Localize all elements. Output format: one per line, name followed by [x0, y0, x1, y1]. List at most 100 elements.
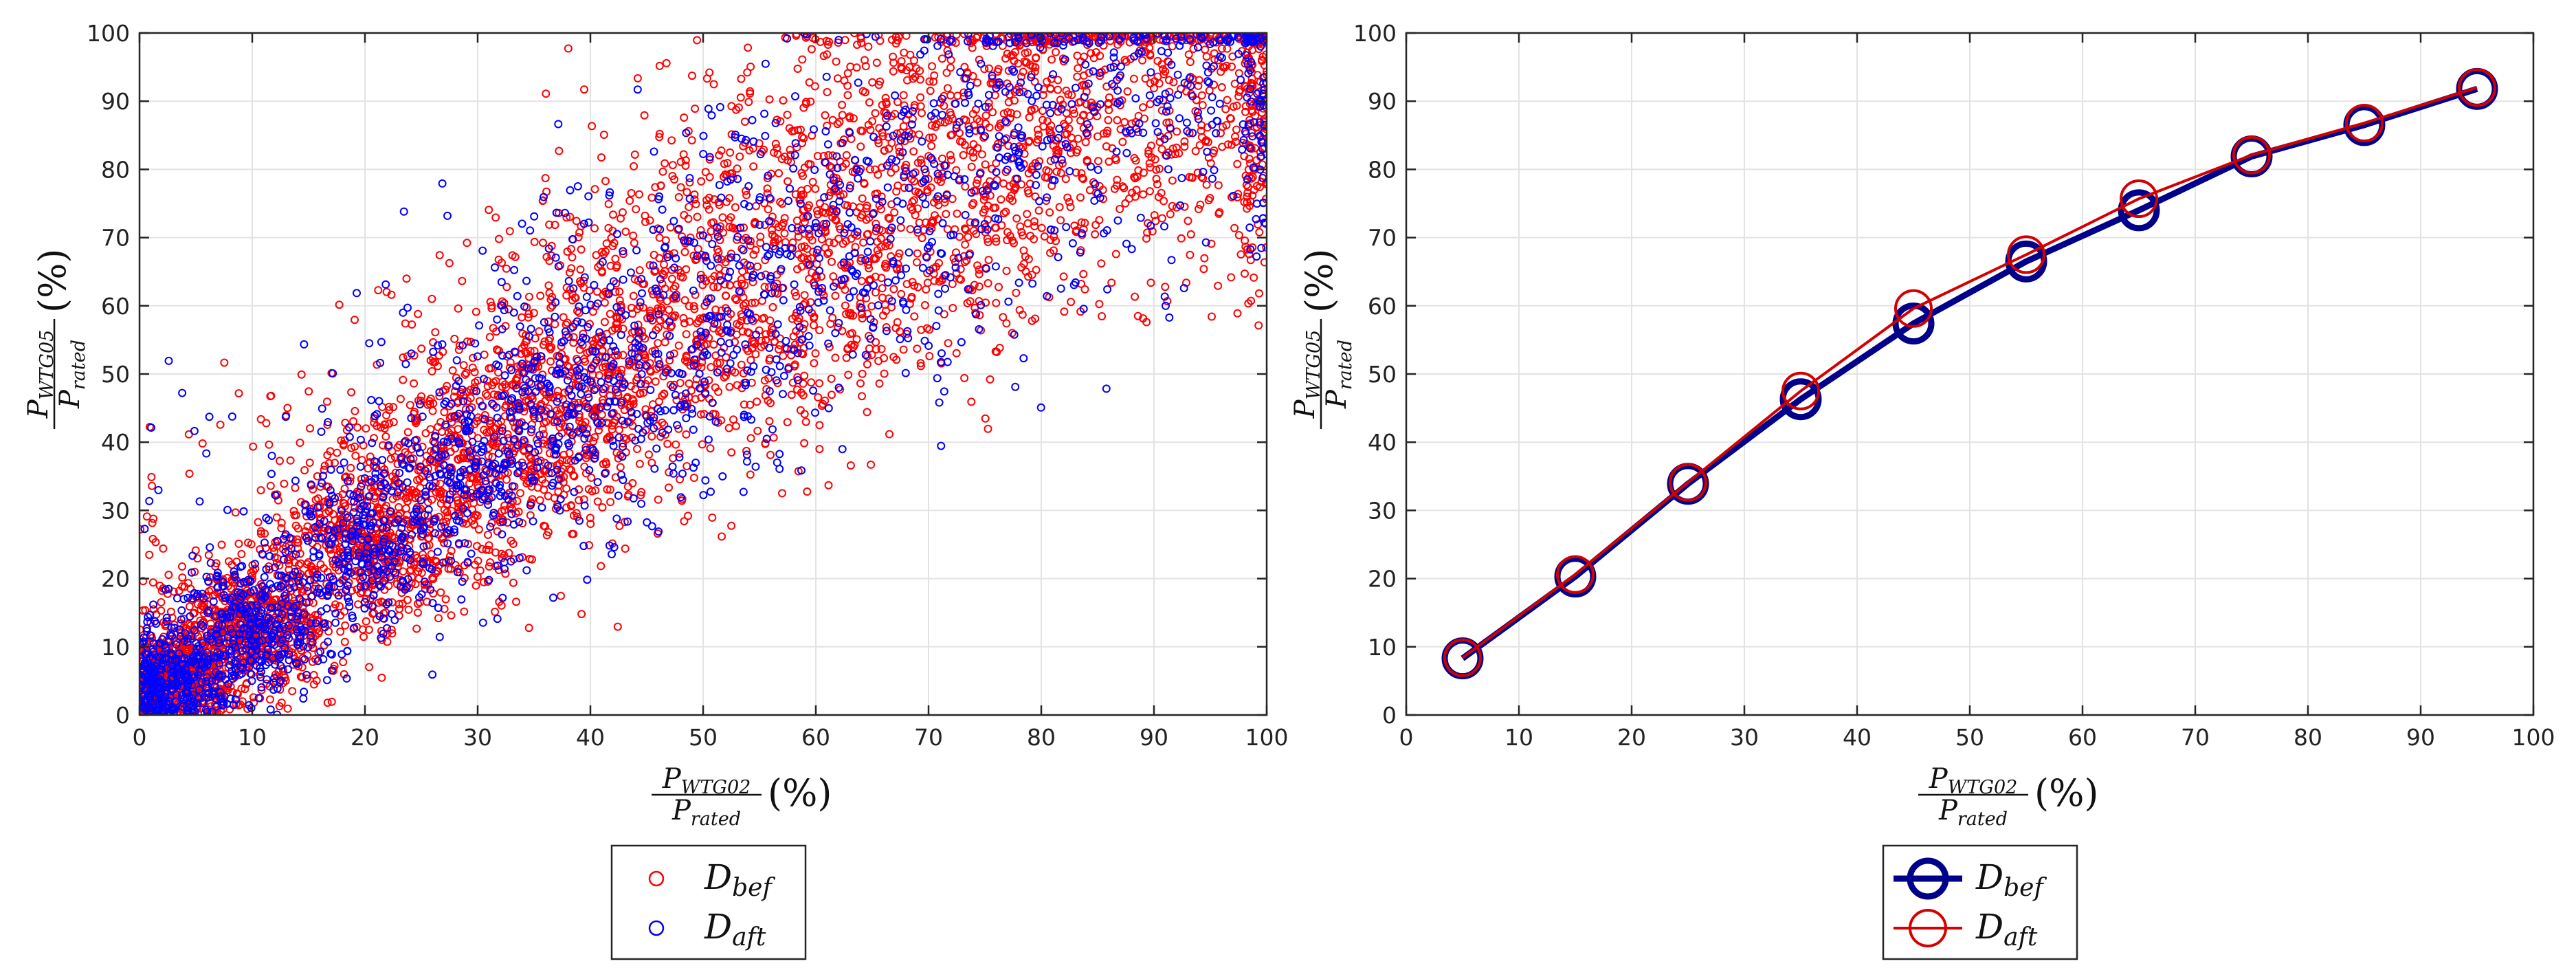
- scatter-point: [999, 209, 1008, 218]
- scatter-point: [553, 461, 562, 470]
- scatter-point: [388, 629, 397, 638]
- scatter-point: [1223, 96, 1232, 104]
- scatter-point: [454, 454, 462, 463]
- scatter-point: [821, 396, 830, 405]
- scatter-point: [692, 336, 701, 345]
- scatter-point: [720, 266, 729, 275]
- scatter-point: [795, 196, 804, 205]
- scatter-point: [737, 288, 746, 297]
- scatter-point: [823, 88, 832, 96]
- scatter-point: [702, 201, 711, 210]
- scatter-point: [873, 189, 882, 198]
- scatter-point: [910, 312, 919, 321]
- scatter-point: [382, 287, 391, 296]
- scatter-point: [887, 252, 896, 261]
- scatter-point: [581, 402, 590, 411]
- scatter-point: [981, 111, 990, 120]
- scatter-point: [756, 232, 765, 241]
- scatter-point: [426, 425, 435, 434]
- scatter-point: [1062, 86, 1071, 95]
- scatter-point: [1193, 168, 1202, 177]
- scatter-point: [908, 114, 917, 123]
- scatter-point: [651, 183, 660, 192]
- scatter-point: [1229, 102, 1238, 111]
- scatter-point: [871, 227, 880, 236]
- scatter-point: [1233, 309, 1242, 318]
- scatter-point: [925, 352, 934, 360]
- scatter-point: [1043, 117, 1052, 126]
- scatter-point: [567, 245, 575, 254]
- scatter-point: [975, 270, 984, 278]
- scatter-point: [365, 475, 374, 484]
- scatter-point: [1157, 106, 1166, 115]
- scatter-point: [555, 146, 564, 155]
- scatter-point: [856, 379, 865, 388]
- scatter-point: [381, 421, 390, 429]
- scatter-point: [237, 549, 246, 558]
- scatter-point: [895, 249, 904, 258]
- scatter-point: [1107, 278, 1116, 287]
- scatter-point: [306, 424, 315, 433]
- scatter-point: [1016, 222, 1025, 231]
- scatter-point: [351, 442, 359, 451]
- scatter-point: [406, 566, 414, 575]
- scatter-point: [615, 296, 624, 305]
- scatter-point: [747, 298, 756, 307]
- scatter-point: [1102, 142, 1111, 151]
- scatter-point: [1169, 78, 1178, 87]
- scatter-point: [942, 68, 951, 77]
- scatter-point: [740, 280, 749, 289]
- scatter-point: [951, 225, 959, 234]
- scatter-point: [1081, 138, 1090, 146]
- scatter-point: [1222, 61, 1231, 70]
- scatter-point: [498, 553, 507, 562]
- scatter-point: [823, 50, 832, 59]
- scatter-point: [860, 88, 869, 97]
- scatter-point: [973, 144, 982, 153]
- scatter-point: [773, 289, 782, 298]
- scatter-point: [647, 432, 656, 441]
- scatter-point: [878, 100, 887, 109]
- scatter-point: [717, 146, 726, 155]
- scatter-point: [1186, 72, 1195, 81]
- scatter-point: [813, 210, 822, 219]
- scatter-point: [539, 239, 547, 248]
- scatter-point: [435, 392, 444, 401]
- scatter-point: [471, 581, 480, 590]
- scatter-point: [405, 488, 414, 497]
- scatter-point: [821, 243, 830, 252]
- scatter-point: [434, 614, 443, 623]
- scatter-point: [1045, 208, 1054, 217]
- scatter-point: [853, 231, 862, 240]
- scatter-point: [1157, 145, 1166, 153]
- scatter-point: [1198, 101, 1207, 109]
- scatter-point: [835, 118, 844, 126]
- scatter-point: [970, 280, 979, 289]
- scatter-point: [185, 602, 194, 611]
- scatter-point: [298, 587, 307, 596]
- scatter-point: [359, 632, 368, 641]
- scatter-point: [440, 604, 449, 613]
- scatter-point: [590, 185, 599, 194]
- scatter-point: [735, 103, 743, 112]
- scatter-point: [553, 406, 561, 415]
- scatter-point: [480, 578, 488, 586]
- scatter-point: [788, 314, 797, 323]
- scatter-point: [1122, 57, 1131, 66]
- scatter-point: [856, 299, 865, 308]
- scatter-point: [831, 292, 840, 300]
- scatter-point: [206, 619, 215, 628]
- scatter-point: [674, 341, 683, 350]
- scatter-point: [1180, 142, 1189, 151]
- scatter-point: [671, 440, 680, 449]
- scatter-point: [501, 569, 510, 578]
- scatter-point: [1125, 38, 1134, 47]
- scatter-point: [915, 75, 924, 84]
- scatter-point: [613, 622, 622, 631]
- scatter-point: [580, 462, 589, 471]
- scatter-point: [729, 173, 737, 182]
- scatter-point: [892, 355, 901, 364]
- scatter-point: [999, 313, 1008, 322]
- scatter-point: [878, 284, 887, 293]
